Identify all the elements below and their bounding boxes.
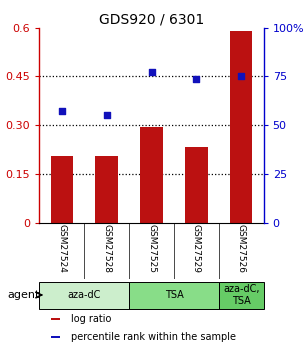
Bar <box>51 156 73 223</box>
Bar <box>185 147 208 223</box>
Bar <box>51 336 60 338</box>
FancyBboxPatch shape <box>129 282 219 309</box>
Text: percentile rank within the sample: percentile rank within the sample <box>71 332 236 342</box>
Text: agent: agent <box>7 290 39 300</box>
Text: aza-dC: aza-dC <box>68 290 101 300</box>
FancyBboxPatch shape <box>39 282 129 309</box>
Bar <box>140 127 163 223</box>
Text: TSA: TSA <box>165 290 183 300</box>
Text: log ratio: log ratio <box>71 314 111 324</box>
Point <box>59 109 64 114</box>
Point <box>149 70 154 75</box>
Text: GSM27526: GSM27526 <box>237 224 246 273</box>
Text: GSM27528: GSM27528 <box>102 224 111 273</box>
Text: aza-dC,
TSA: aza-dC, TSA <box>223 284 259 306</box>
Bar <box>230 30 252 223</box>
Point <box>194 77 199 82</box>
Bar <box>95 156 118 223</box>
Text: GSM27525: GSM27525 <box>147 224 156 273</box>
Title: GDS920 / 6301: GDS920 / 6301 <box>99 12 204 27</box>
Text: GSM27529: GSM27529 <box>192 224 201 273</box>
Point <box>239 73 244 79</box>
Text: GSM27524: GSM27524 <box>57 224 66 273</box>
Point <box>104 112 109 118</box>
FancyBboxPatch shape <box>219 282 264 309</box>
Bar <box>51 318 60 320</box>
